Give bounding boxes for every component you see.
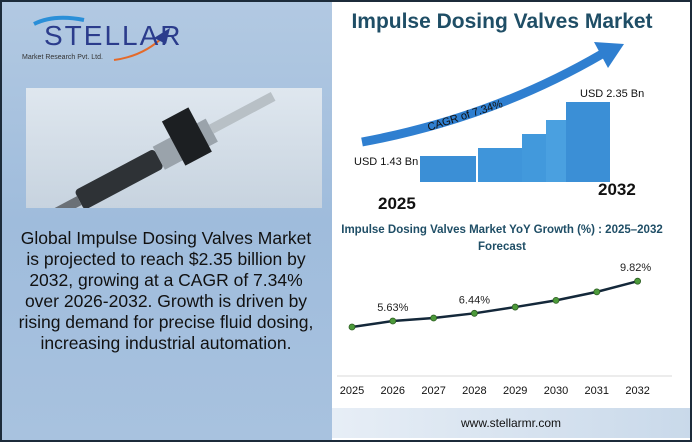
data-point: [593, 288, 601, 296]
x-tick-label: 2027: [421, 385, 445, 397]
logo-swoosh-icon: [33, 15, 170, 61]
data-point: [430, 314, 437, 322]
chart-title: Impulse Dosing Valves Market YoY Growth …: [341, 224, 663, 253]
data-point: [470, 309, 478, 317]
left-panel: STELLAR Market Research Pvt. Ltd. Global…: [2, 2, 332, 440]
footer-url: www.stellarmr.com: [332, 408, 690, 438]
x-tick-label: 2030: [544, 385, 568, 397]
data-point: [511, 303, 519, 311]
valve-image: [26, 88, 322, 220]
data-point: [634, 277, 642, 285]
x-tick-label: 2025: [340, 385, 364, 397]
bars-arrow-icon: [361, 42, 624, 182]
x-tick-label: 2031: [585, 385, 609, 397]
logo-name: STELLAR: [44, 20, 183, 51]
x-tick-label: 2026: [381, 385, 405, 397]
data-point: [348, 323, 356, 331]
growth-line: [351, 280, 638, 329]
x-tick-label: 2032: [625, 385, 649, 397]
yoy-line-chart: 2025 2026 5.63% 2027 2028 6.44% 2029 2030 2031 20…: [337, 262, 672, 397]
infographic-title: Impulse Dosing Valves Market: [351, 10, 653, 33]
right-panel: Impulse Dosing Valves Market CAGR of 7.3…: [332, 2, 690, 440]
growth-bars-graphic: CAGR of 7.34% USD 1.43 Bn USD 2.35 Bn 20…: [332, 38, 690, 218]
data-point: [389, 317, 397, 325]
start-year: 2025: [378, 194, 416, 213]
description: Global Impulse Dosing Valves Market is p…: [18, 228, 314, 353]
x-tick-label: 2029: [503, 385, 527, 397]
data-label: 6.44%: [459, 294, 490, 306]
valve-illustration-icon: [50, 91, 276, 220]
logo-subtitle: Market Research Pvt. Ltd.: [22, 54, 103, 61]
end-year: 2032: [598, 180, 636, 199]
logo: STELLAR Market Research Pvt. Ltd.: [14, 10, 194, 66]
data-label: 9.82%: [620, 262, 651, 274]
data-point: [552, 297, 560, 304]
start-value: USD 1.43 Bn: [354, 156, 419, 168]
end-value: USD 2.35 Bn: [580, 88, 645, 100]
data-label: 5.63%: [377, 302, 408, 314]
x-tick-label: 2028: [462, 385, 486, 397]
